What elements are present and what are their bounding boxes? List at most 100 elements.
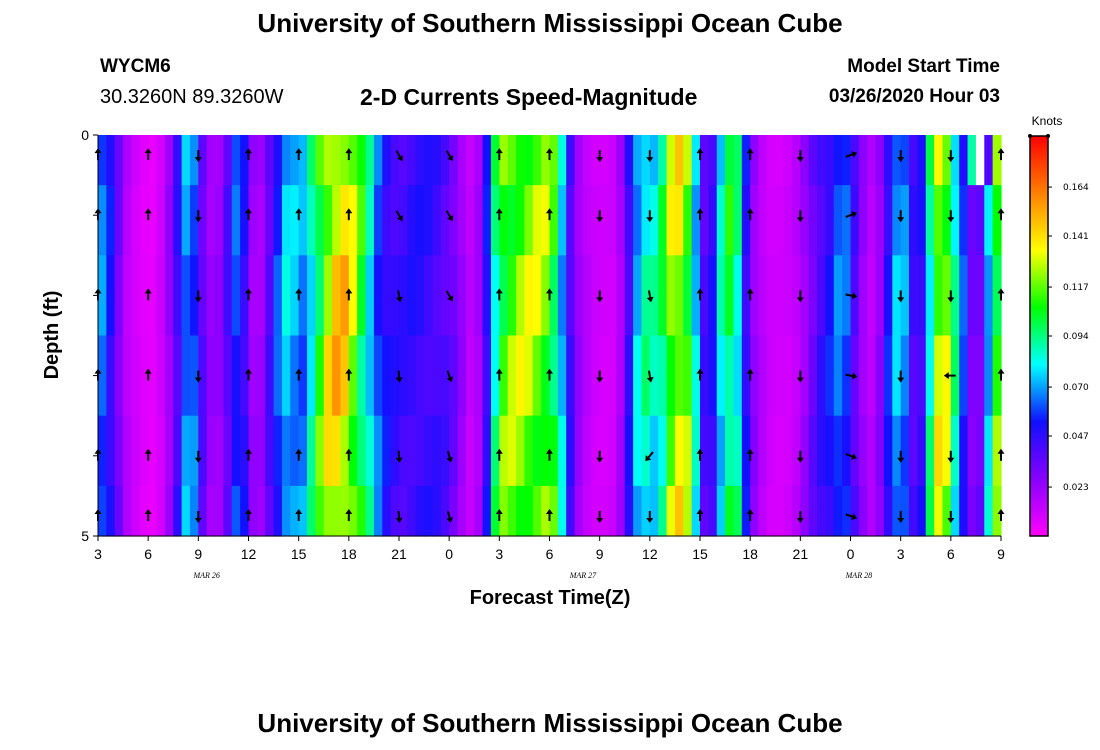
heatmap-cell [750, 485, 760, 537]
heatmap-cell [658, 255, 668, 337]
heatmap-cell [457, 255, 467, 337]
heatmap-cell [934, 135, 944, 186]
arrow-head [194, 297, 202, 303]
heatmap-cell [858, 415, 868, 487]
current-arrow [897, 210, 905, 223]
heatmap-cell [967, 135, 977, 186]
heatmap-cell [817, 335, 827, 417]
heatmap-cell [842, 485, 852, 537]
heatmap-cell [148, 135, 158, 186]
heatmap-cell [340, 255, 350, 337]
heatmap-cell [507, 135, 517, 186]
heatmap-cell [658, 335, 668, 417]
heatmap-cell [139, 135, 149, 186]
heatmap-cell [658, 185, 668, 256]
current-arrow [997, 148, 1005, 161]
heatmap-cell [148, 255, 158, 337]
heatmap-cell [984, 485, 994, 537]
heatmap-cell [265, 255, 275, 337]
heatmap-cell [599, 335, 609, 417]
heatmap-cell [875, 255, 885, 337]
current-arrow [194, 450, 202, 463]
arrow-head [546, 208, 553, 214]
heatmap-cell [440, 485, 450, 537]
heatmap-cell [98, 335, 107, 417]
heatmap-cell [290, 135, 300, 186]
heatmap-cell [691, 335, 701, 417]
heatmap-cell [474, 255, 484, 337]
heatmap-cell [557, 135, 567, 186]
heatmap-cell [315, 185, 325, 256]
heatmap-cell [883, 485, 893, 537]
heatmap-cell [273, 185, 283, 256]
heatmap-cell [557, 485, 567, 537]
heatmap-cell [240, 415, 250, 487]
heatmap-cell [842, 185, 852, 256]
arrow-head [495, 509, 503, 514]
heatmap-cell [959, 335, 969, 417]
heatmap-cell [649, 415, 659, 487]
heatmap-cell [875, 335, 885, 417]
heatmap-cell [582, 185, 592, 256]
heatmap-cell [348, 485, 358, 537]
arrow-head [796, 217, 804, 223]
heatmap-cell [223, 415, 233, 487]
heatmap-cell [925, 335, 935, 417]
heatmap-cell [307, 485, 316, 537]
heatmap-cell [574, 255, 584, 337]
heatmap-cell [791, 485, 801, 537]
heatmap-cell [131, 255, 141, 337]
heatmap-cell [566, 255, 576, 337]
date-label: MAR 27 [569, 571, 597, 580]
heatmap-cell [407, 415, 417, 487]
heatmap-cell [323, 485, 333, 537]
heatmap-cell [616, 185, 626, 256]
heatmap-cell [123, 485, 133, 537]
heatmap-cell [666, 255, 676, 337]
heatmap-cell [892, 255, 902, 337]
heatmap-cell [499, 485, 509, 537]
heatmap-cell [432, 255, 442, 337]
arrow-head [295, 208, 303, 214]
current-arrow [596, 150, 604, 163]
heatmap-cell [298, 415, 308, 487]
heatmap-cell [909, 255, 918, 337]
arrow-head [546, 509, 553, 514]
current-arrow [947, 450, 955, 463]
heatmap-cell [867, 135, 877, 186]
heatmap-cell [490, 485, 500, 537]
arrow-head [947, 217, 955, 223]
colorbar-corner [1028, 134, 1032, 138]
heatmap-cell [875, 185, 885, 256]
heatmap-cell [198, 415, 208, 487]
heatmap-cell [365, 185, 375, 256]
current-arrow [947, 210, 955, 223]
heatmap-cell [524, 415, 534, 487]
current-arrow [245, 148, 252, 161]
current-arrow [144, 288, 152, 301]
heatmap-cell [181, 485, 191, 537]
heatmap-cell [950, 485, 960, 537]
heatmap-cell [825, 135, 835, 186]
heatmap-cell [775, 185, 785, 256]
current-arrow [395, 370, 403, 383]
x-tick-label: 21 [793, 546, 809, 562]
heatmap-cell [382, 135, 392, 186]
heatmap-cell [440, 135, 450, 186]
heatmap-cell [633, 185, 643, 256]
heatmap-cell [173, 255, 183, 337]
current-arrow [596, 290, 604, 303]
heatmap-cell [524, 485, 534, 537]
heatmap-cell [808, 185, 818, 256]
footer-title: University of Southern Mississippi Ocean… [257, 708, 843, 738]
heatmap-cell [750, 135, 760, 186]
current-arrow [295, 148, 303, 161]
heatmap-cell [148, 185, 158, 256]
date-label: MAR 26 [192, 571, 219, 580]
heatmap-cell [206, 185, 216, 256]
heatmap-cell [457, 135, 467, 186]
heatmap-cell [265, 415, 275, 487]
heatmap-cell [917, 415, 927, 487]
arrow-head [194, 518, 202, 523]
heatmap-cell [599, 415, 609, 487]
